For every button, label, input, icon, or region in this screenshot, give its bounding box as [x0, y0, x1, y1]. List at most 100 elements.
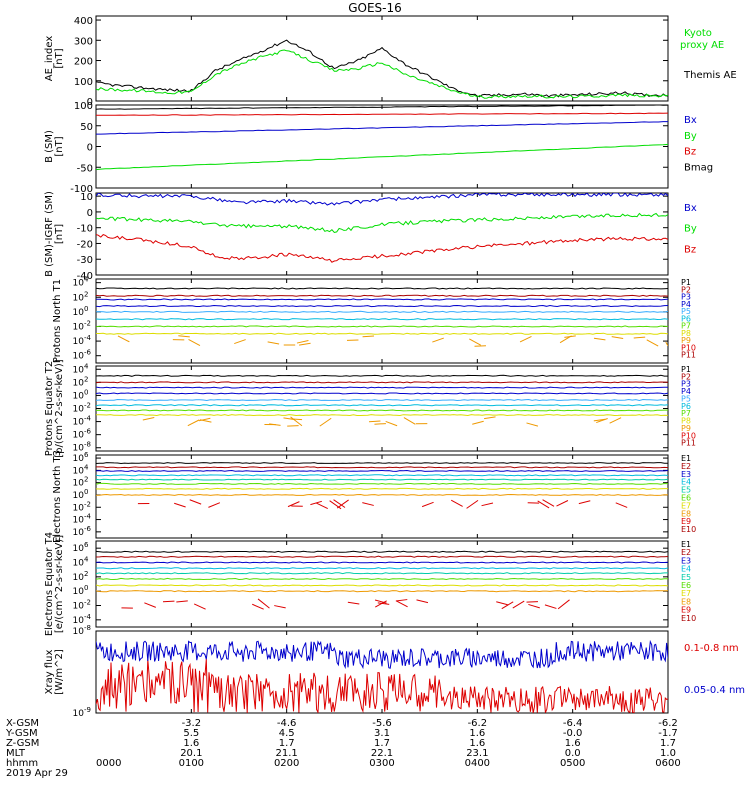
channel-seg-4-8-17 [287, 425, 299, 427]
panel-frame-1 [95, 104, 669, 189]
ylabel-6-0: Electrons Equator T4 [44, 532, 55, 636]
channel-seg-5-8-14 [189, 499, 202, 505]
channel-seg-5-8-17 [316, 502, 328, 510]
ytick-exp-7-0: -8 [84, 624, 91, 632]
channel-seg-5-8-3 [481, 502, 494, 507]
xaxis-row-label-4: hhmm [6, 758, 38, 769]
channel-seg-6-8-2 [144, 602, 156, 608]
ytick-exp-4-3: -2 [84, 402, 91, 410]
channel-seg-6-8-21 [512, 600, 525, 609]
xaxis-row-3-val-5: 0.0 [565, 748, 581, 759]
xaxis-row-label-1: Y-GSM [5, 728, 38, 739]
ytick-label-4-0: 10 [73, 365, 85, 375]
xaxis-row-3-val-3: 22.1 [371, 748, 393, 759]
channel-line-4-4 [96, 398, 668, 402]
ytick-exp-5-2: 2 [84, 476, 88, 484]
ylabel-2-0: B (SM)-IGRF (SM) [44, 191, 55, 277]
ytick-label-1-1: 50 [80, 122, 93, 133]
xaxis-row-0-val-2: -4.6 [277, 718, 297, 729]
channel-seg-6-8-4 [162, 600, 175, 603]
ytick-exp-3-0: 4 [84, 276, 89, 284]
channel-seg-5-8-21 [466, 499, 479, 509]
channel-line-5-1 [96, 466, 668, 469]
channel-seg-3-8-2 [474, 345, 486, 347]
channel-seg-5-8-7 [578, 500, 591, 505]
xaxis-row-3-val-4: 23.1 [466, 748, 488, 759]
ytick-exp-6-4: -2 [84, 599, 91, 607]
channel-seg-4-8-6 [526, 422, 539, 427]
legend-5-7: E8 [681, 509, 691, 518]
channel-line-6-1 [96, 555, 668, 558]
ytick-exp-3-5: -6 [84, 349, 92, 357]
xaxis-row-2-val-1: 1.6 [183, 738, 199, 749]
legend-3-5: P6 [681, 314, 691, 323]
channel-seg-3-8-15 [188, 339, 201, 347]
channel-line-3-4 [96, 310, 668, 313]
ytick-exp-5-1: 4 [84, 463, 89, 471]
channel-seg-5-8-2 [421, 501, 434, 508]
channel-seg-4-8-7 [187, 419, 200, 427]
legend-xray-short: 0.05-0.4 nm [684, 685, 745, 696]
ytick-label-7-1: 10 [73, 709, 85, 719]
channel-seg-4-8-18 [283, 417, 296, 421]
ylabel-5-0: Electrons North T3 [52, 450, 63, 543]
ytick-exp-4-6: -8 [84, 441, 91, 449]
channel-seg-5-8-20 [287, 501, 300, 508]
ytick-exp-4-5: -6 [84, 428, 92, 436]
channel-seg-6-8-3 [416, 599, 429, 604]
channel-line-5-3 [96, 474, 668, 477]
plot-title: GOES-16 [348, 1, 402, 15]
legend-4-2: P3 [681, 380, 691, 389]
channel-seg-3-8-16 [234, 339, 246, 345]
xaxis-row-1-val-3: 3.1 [374, 728, 390, 739]
legend-5-6: E7 [681, 501, 691, 510]
channel-seg-6-8-16 [544, 604, 557, 609]
legend-4-10: P11 [681, 439, 696, 448]
legend-0-1-a: Kyoto [684, 28, 712, 39]
xaxis-row-label-0: X-GSM [6, 718, 39, 729]
channel-seg-3-8-5 [611, 336, 624, 340]
ytick-exp-4-4: -4 [84, 415, 92, 423]
legend-4-4: P5 [681, 394, 691, 403]
channel-seg-3-8-0 [296, 340, 309, 344]
ytick-exp-5-6: -6 [84, 525, 92, 533]
ytick-exp-6-2: 2 [84, 570, 88, 578]
xaxis-row-3-val-6: 1.0 [660, 748, 676, 759]
xaxis-row-1-val-4: 1.6 [469, 728, 485, 739]
channel-line-3-0 [96, 287, 668, 290]
channel-seg-4-8-1 [484, 416, 496, 420]
channel-seg-4-8-4 [198, 417, 211, 422]
channel-line-6-5 [96, 577, 668, 581]
legend-5-5: E6 [681, 494, 691, 503]
channel-seg-5-8-4 [174, 502, 186, 508]
legend-6-1: E2 [681, 548, 691, 557]
ytick-label-6-3: 10 [73, 587, 85, 597]
ytick-label-2-3: -20 [77, 239, 93, 250]
legend-3-2: P3 [681, 293, 691, 302]
ytick-label-5-1: 10 [73, 466, 85, 476]
legend-5-4: E5 [681, 486, 691, 495]
series-line-1-3 [96, 105, 668, 110]
ytick-exp-5-4: -2 [84, 500, 91, 508]
panel-frame-0 [95, 15, 669, 102]
channel-seg-3-8-6 [432, 337, 444, 343]
xaxis-row-1-val-5: -0.0 [563, 728, 583, 739]
channel-line-5-4 [96, 478, 668, 481]
ytick-label-2-5: -40 [77, 271, 93, 282]
channel-seg-6-8-14 [557, 599, 570, 610]
ylabel-1-0: B (SM) [44, 130, 55, 163]
channel-line-3-5 [96, 318, 668, 321]
legend-3-10: P11 [681, 351, 696, 360]
ytick-label-5-5: 10 [73, 516, 85, 526]
channel-seg-3-8-21 [633, 336, 646, 339]
channel-seg-4-8-20 [319, 417, 332, 427]
channel-seg-3-8-14 [665, 341, 668, 347]
channel-line-3-1 [96, 294, 668, 297]
ytick-label-3-1: 10 [73, 293, 85, 303]
legend-6-5: E6 [681, 581, 691, 590]
xaxis-row-0-val-1: -3.2 [182, 718, 202, 729]
legend-3-1: P2 [681, 285, 691, 294]
ytick-label-3-4: 10 [73, 337, 85, 347]
channel-seg-4-8-10 [593, 418, 606, 422]
ytick-label-5-2: 10 [73, 479, 85, 489]
